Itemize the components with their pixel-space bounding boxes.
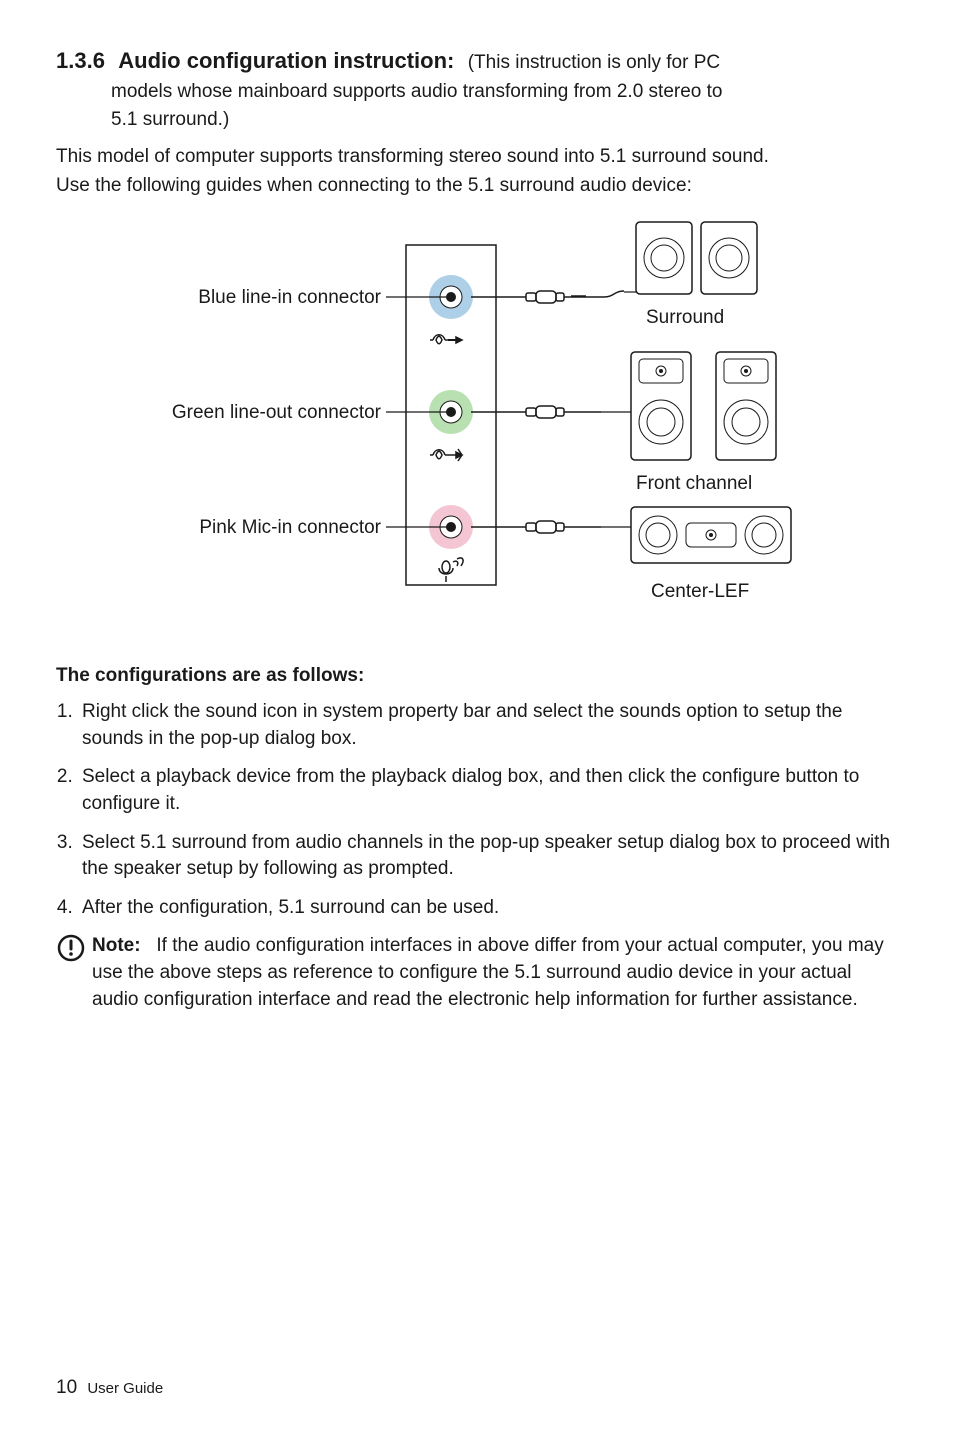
audio-diagram: Blue line-in connector Green line-out co…	[56, 217, 898, 644]
note-block: Note: If the audio configuration interfa…	[56, 933, 898, 1013]
heading-sub-inline: (This instruction is only for PC	[468, 52, 720, 73]
step-item: After the configuration, 5.1 surround ca…	[78, 895, 898, 922]
note-label: Note:	[92, 935, 141, 956]
footer-title: User Guide	[87, 1380, 163, 1397]
heading-title: Audio configuration instruction:	[118, 48, 454, 73]
jack-3	[471, 521, 601, 533]
surround-speakers	[636, 222, 757, 294]
intro-line2: Use the following guides when connecting…	[56, 173, 898, 200]
steps-list: Right click the sound icon in system pro…	[56, 699, 898, 921]
heading-number: 1.3.6	[56, 48, 105, 73]
note-body: If the audio configuration interfaces in…	[92, 935, 884, 1009]
heading-sub-line2: models whose mainboard supports audio tr…	[111, 79, 898, 106]
blue-label: Blue line-in connector	[198, 287, 381, 308]
step-item: Select a playback device from the playba…	[78, 764, 898, 817]
front-speakers	[631, 352, 776, 460]
green-label: Green line-out connector	[172, 402, 382, 423]
step-item: Select 5.1 surround from audio channels …	[78, 830, 898, 883]
green-connector	[429, 390, 473, 461]
config-heading: The configurations are as follows:	[56, 663, 898, 690]
front-caption: Front channel	[636, 473, 752, 494]
alert-icon	[56, 933, 92, 1013]
page-footer: 10 User Guide	[56, 1375, 163, 1402]
pink-label: Pink Mic-in connector	[199, 517, 381, 538]
heading-sub-line3: 5.1 surround.)	[111, 107, 898, 134]
page-number: 10	[56, 1377, 77, 1398]
pink-connector	[429, 505, 473, 582]
center-caption: Center-LEF	[651, 581, 749, 602]
center-speaker	[631, 507, 791, 563]
jack-2	[471, 406, 601, 418]
step-item: Right click the sound icon in system pro…	[78, 699, 898, 752]
intro-line1: This model of computer supports transfor…	[56, 144, 898, 171]
section-heading: 1.3.6 Audio configuration instruction: (…	[56, 46, 898, 134]
surround-caption: Surround	[646, 307, 724, 328]
blue-connector	[429, 275, 473, 344]
jack-1	[471, 291, 624, 303]
